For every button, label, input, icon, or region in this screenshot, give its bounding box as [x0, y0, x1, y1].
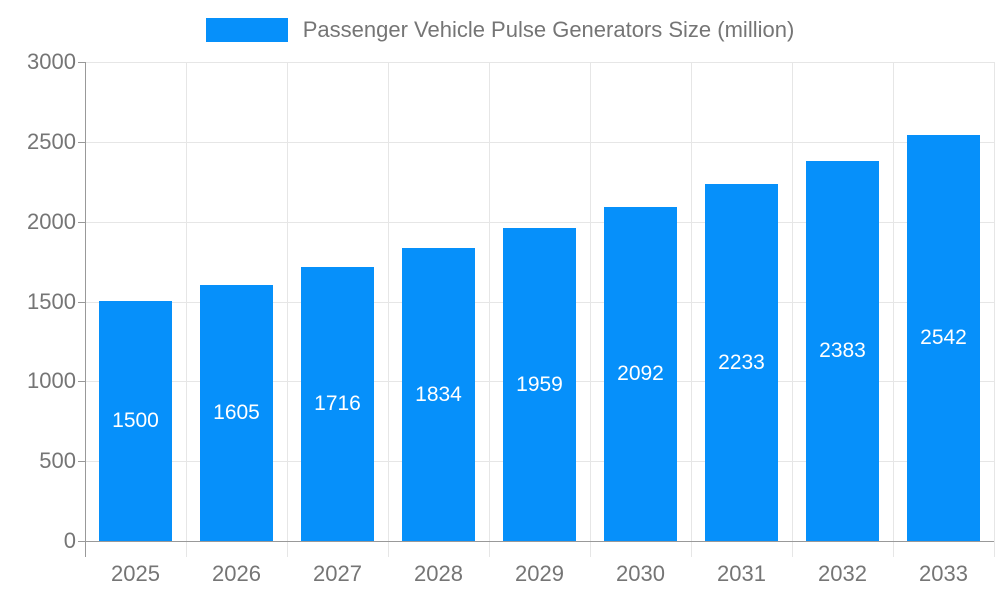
- bar[interactable]: 1959: [503, 228, 576, 541]
- gridline-vertical: [388, 62, 389, 541]
- bar[interactable]: 1716: [301, 267, 374, 541]
- gridline-vertical: [590, 62, 591, 541]
- legend-label: Passenger Vehicle Pulse Generators Size …: [302, 17, 795, 42]
- gridline-vertical: [691, 62, 692, 541]
- x-axis-tick: [388, 541, 389, 557]
- x-axis-tick: [287, 541, 288, 557]
- y-tick-label: 0: [63, 528, 76, 553]
- legend[interactable]: Passenger Vehicle Pulse Generators Size …: [0, 17, 1000, 43]
- gridline-vertical: [893, 62, 894, 541]
- gridline-vertical: [287, 62, 288, 541]
- x-axis-tick: [792, 541, 793, 557]
- x-axis-line: [85, 541, 994, 542]
- legend-marker: [205, 18, 288, 42]
- y-axis-tick: [78, 62, 85, 63]
- x-tick-label: 2032: [818, 561, 867, 586]
- gridline-horizontal: [85, 142, 994, 143]
- bar-value-label: 1500: [112, 409, 159, 432]
- bar[interactable]: 1500: [99, 301, 172, 541]
- x-axis-tick: [994, 541, 995, 557]
- x-tick-label: 2025: [111, 561, 160, 586]
- x-tick-label: 2031: [717, 561, 766, 586]
- bar-value-label: 1605: [213, 401, 260, 424]
- x-tick-label: 2029: [515, 561, 564, 586]
- bar-value-label: 2233: [718, 350, 765, 374]
- gridline-horizontal: [85, 62, 994, 63]
- bar-value-label: 2542: [920, 326, 967, 349]
- bar-value-label: 2383: [819, 339, 866, 362]
- bar[interactable]: 1605: [200, 285, 273, 541]
- bar[interactable]: 2542: [907, 135, 980, 541]
- y-tick-label: 2000: [27, 209, 76, 234]
- bar-value-label: 1959: [516, 372, 563, 396]
- x-tick-label: 2030: [616, 561, 665, 586]
- x-axis-tick: [489, 541, 490, 557]
- y-axis-tick: [78, 461, 85, 462]
- y-tick-label: 3000: [27, 49, 76, 74]
- y-tick-label: 1000: [27, 368, 76, 393]
- bar-value-label: 1716: [314, 392, 361, 415]
- gridline-vertical: [792, 62, 793, 541]
- gridline-horizontal: [85, 222, 994, 223]
- x-axis-tick: [691, 541, 692, 557]
- x-tick-label: 2033: [919, 561, 968, 586]
- y-axis-tick: [78, 302, 85, 303]
- bar[interactable]: 2383: [806, 161, 879, 541]
- x-axis-tick: [590, 541, 591, 557]
- bar-value-label: 1834: [415, 382, 462, 406]
- bar[interactable]: 1834: [402, 248, 475, 541]
- y-axis-tick: [78, 222, 85, 223]
- bar-value-label: 2092: [617, 362, 664, 385]
- gridline-vertical: [489, 62, 490, 541]
- y-tick-label: 1500: [27, 289, 76, 314]
- y-axis-tick: [78, 142, 85, 143]
- x-tick-label: 2027: [313, 561, 362, 586]
- y-tick-label: 500: [39, 448, 76, 473]
- bar[interactable]: 2092: [604, 207, 677, 541]
- y-axis-line: [85, 62, 86, 557]
- bar[interactable]: 2233: [705, 184, 778, 541]
- gridline-vertical: [186, 62, 187, 541]
- x-tick-label: 2026: [212, 561, 261, 586]
- y-axis-tick: [78, 381, 85, 382]
- y-tick-label: 2500: [27, 129, 76, 154]
- x-axis-tick: [893, 541, 894, 557]
- x-axis-tick: [186, 541, 187, 557]
- gridline-vertical: [994, 62, 995, 541]
- x-tick-label: 2028: [414, 561, 463, 586]
- y-axis-tick: [78, 541, 85, 542]
